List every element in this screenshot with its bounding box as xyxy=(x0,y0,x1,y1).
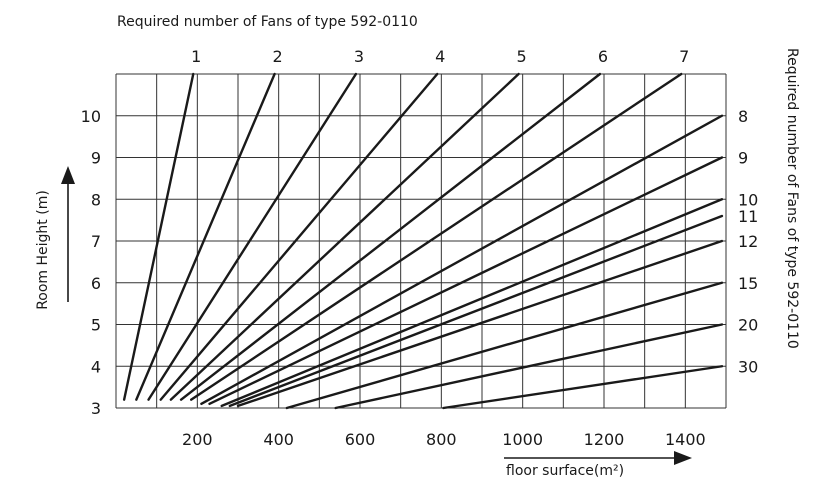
series-line xyxy=(169,72,520,401)
series-label: 11 xyxy=(738,207,758,226)
series-label: 4 xyxy=(435,47,445,66)
y-tick-label: 9 xyxy=(91,149,101,168)
x-tick-label: 600 xyxy=(345,430,376,449)
y-tick-label: 6 xyxy=(91,274,101,293)
series-label: 2 xyxy=(273,47,283,66)
series-label: 30 xyxy=(738,357,758,376)
x-tick-label: 1000 xyxy=(502,430,543,449)
series-line xyxy=(285,281,724,410)
series-lines xyxy=(122,72,724,410)
grid xyxy=(115,73,727,409)
series-label: 10 xyxy=(738,190,758,209)
series-label: 3 xyxy=(354,47,364,66)
y-axis-arrow-head xyxy=(61,166,75,184)
series-line xyxy=(159,72,439,401)
series-line xyxy=(147,72,358,401)
y-tick-label: 8 xyxy=(91,190,101,209)
series-line xyxy=(190,72,683,401)
y-tick-label: 10 xyxy=(81,107,101,126)
x-axis-arrow-head xyxy=(674,451,692,465)
series-label: 15 xyxy=(738,274,758,293)
series-label: 7 xyxy=(679,47,689,66)
y-axis-label: Room Height (m) xyxy=(35,190,51,310)
chart-title: Required number of Fans of type 592-0110 xyxy=(117,14,418,30)
x-tick-label: 1400 xyxy=(665,430,706,449)
series-line xyxy=(208,156,724,406)
y-tick-label: 4 xyxy=(91,357,101,376)
y-tick-label: 5 xyxy=(91,316,101,335)
series-label: 20 xyxy=(738,316,758,335)
series-label: 6 xyxy=(598,47,608,66)
series-label: 8 xyxy=(738,107,748,126)
series-line xyxy=(442,365,724,410)
right-axis-label: Required number of Fans of type 592-0110 xyxy=(784,48,800,349)
series-line xyxy=(220,198,724,408)
x-tick-label: 200 xyxy=(182,430,213,449)
x-tick-label: 800 xyxy=(426,430,457,449)
series-label: 5 xyxy=(517,47,527,66)
series-label: 9 xyxy=(738,149,748,168)
x-axis-label: floor surface(m²) xyxy=(506,463,624,479)
x-tick-label: 400 xyxy=(263,430,294,449)
series-line xyxy=(122,72,195,401)
series-line xyxy=(179,72,602,401)
series-line xyxy=(236,239,724,408)
series-line xyxy=(228,214,724,408)
y-tick-label: 3 xyxy=(91,399,101,418)
x-tick-label: 1200 xyxy=(584,430,625,449)
tick-labels: 200 400 600 800 1000 1200 1400 3 4 5 6 7 8 9 10 xyxy=(81,107,706,449)
series-line xyxy=(334,323,724,410)
y-tick-label: 7 xyxy=(91,232,101,251)
series-line xyxy=(135,72,276,401)
series-line xyxy=(200,114,724,406)
series-label: 12 xyxy=(738,232,758,251)
series-label: 1 xyxy=(191,47,201,66)
